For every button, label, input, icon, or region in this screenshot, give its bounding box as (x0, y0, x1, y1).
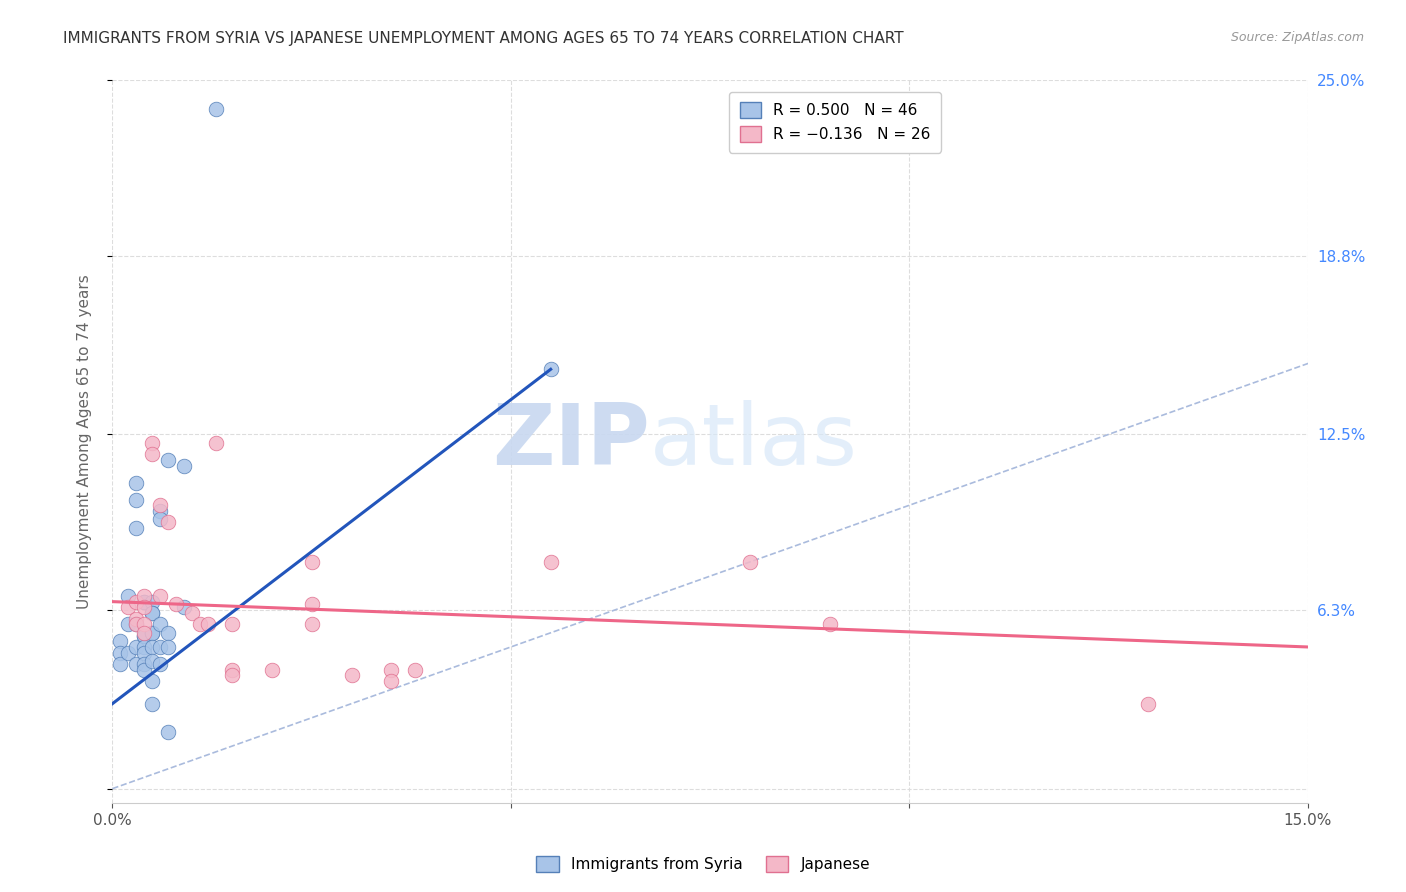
Point (125, 657, 148, 671)
Point (141, 654, 163, 668)
Point (301, 617, 323, 632)
Point (134, 594, 156, 608)
Point (149, 617, 172, 632)
Point (134, 625, 156, 640)
Point (818, 617, 841, 632)
Point (188, 617, 211, 632)
Point (380, 673, 402, 688)
Point (157, 640, 180, 654)
Point (134, 589, 156, 603)
Point (540, 555, 562, 569)
Point (149, 498, 172, 512)
Point (205, 102, 228, 116)
Point (125, 521, 148, 535)
Point (125, 612, 148, 626)
Point (301, 598, 323, 612)
Legend: R = 0.500   N = 46, R = −0.136   N = 26: R = 0.500 N = 46, R = −0.136 N = 26 (730, 92, 942, 153)
Point (141, 625, 163, 640)
Point (134, 629, 156, 643)
Point (141, 673, 163, 688)
Point (149, 640, 172, 654)
Y-axis label: Unemployment Among Ages 65 to 74 years: Unemployment Among Ages 65 to 74 years (77, 274, 91, 609)
Point (117, 600, 139, 615)
Point (117, 617, 139, 632)
Point (134, 663, 156, 677)
Point (149, 589, 172, 603)
Point (141, 606, 163, 620)
Point (173, 600, 195, 615)
Point (125, 492, 148, 507)
Point (221, 617, 243, 632)
Point (125, 594, 148, 608)
Point (110, 646, 132, 660)
Point (173, 458, 195, 473)
Point (540, 362, 562, 376)
Point (205, 436, 228, 450)
Point (134, 657, 156, 671)
Legend: Immigrants from Syria, Japanese: Immigrants from Syria, Japanese (529, 848, 877, 880)
Point (134, 594, 156, 608)
Point (149, 657, 172, 671)
Point (110, 634, 132, 648)
Point (260, 663, 283, 677)
Point (157, 516, 180, 530)
Point (404, 663, 426, 677)
Point (181, 606, 204, 620)
Point (149, 504, 172, 518)
Text: IMMIGRANTS FROM SYRIA VS JAPANESE UNEMPLOYMENT AMONG AGES 65 TO 74 YEARS CORRELA: IMMIGRANTS FROM SYRIA VS JAPANESE UNEMPL… (63, 31, 904, 46)
Point (380, 663, 402, 677)
Point (340, 668, 363, 682)
Point (141, 625, 163, 640)
Point (125, 640, 148, 654)
Point (141, 594, 163, 608)
Point (149, 512, 172, 526)
Text: atlas: atlas (651, 400, 858, 483)
Point (221, 668, 243, 682)
Point (134, 646, 156, 660)
Point (134, 600, 156, 615)
Point (301, 555, 323, 569)
Point (141, 606, 163, 620)
Point (141, 697, 163, 711)
Point (157, 725, 180, 739)
Point (141, 447, 163, 461)
Point (134, 629, 156, 643)
Point (117, 589, 139, 603)
Point (197, 617, 219, 632)
Point (141, 436, 163, 450)
Point (221, 663, 243, 677)
Point (125, 617, 148, 632)
Point (125, 617, 148, 632)
Point (125, 475, 148, 490)
Point (157, 453, 180, 467)
Point (165, 598, 187, 612)
Point (157, 625, 180, 640)
Text: ZIP: ZIP (492, 400, 651, 483)
Point (134, 617, 156, 632)
Point (134, 640, 156, 654)
Point (141, 640, 163, 654)
Point (110, 657, 132, 671)
Point (1137, 697, 1160, 711)
Point (117, 646, 139, 660)
Point (738, 555, 761, 569)
Text: Source: ZipAtlas.com: Source: ZipAtlas.com (1230, 31, 1364, 45)
